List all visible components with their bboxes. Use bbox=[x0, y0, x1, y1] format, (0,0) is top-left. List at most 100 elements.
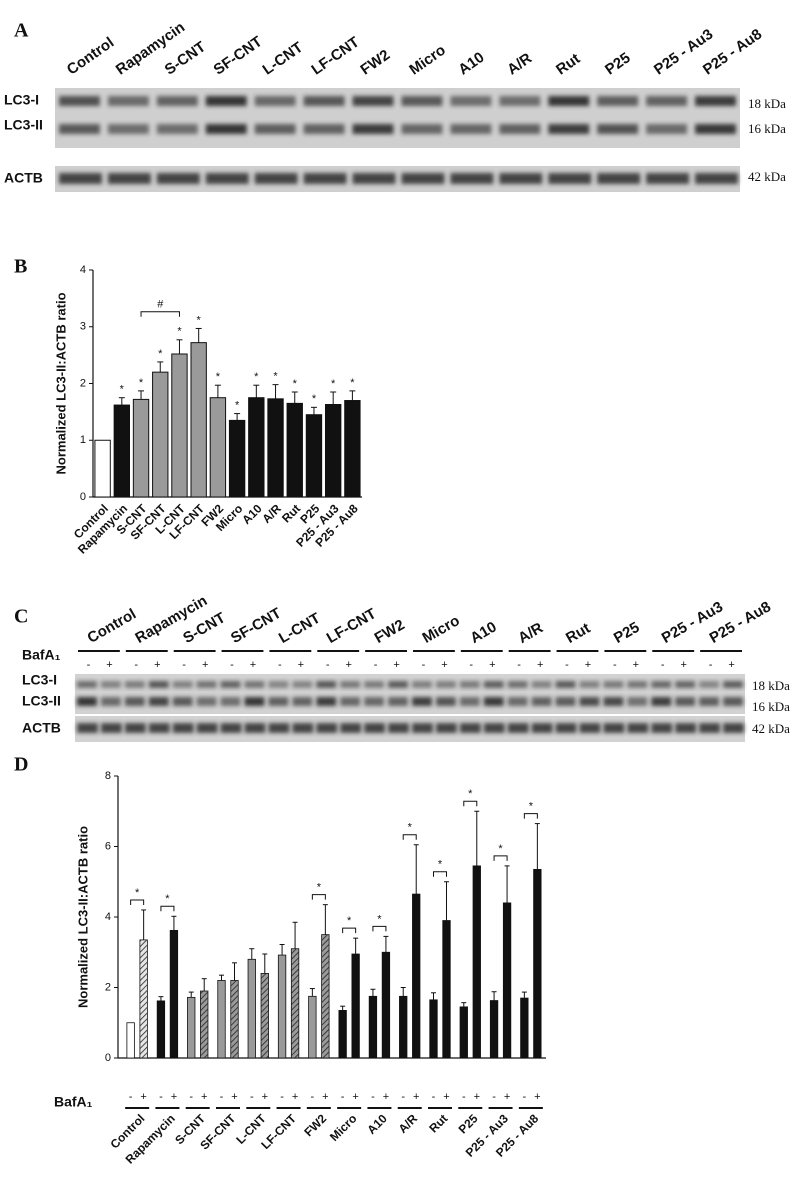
minus-label: - bbox=[371, 1091, 375, 1103]
band bbox=[646, 96, 688, 106]
y-tick-label: 1 bbox=[80, 434, 86, 446]
x-tick-label: LF-CNT bbox=[258, 1111, 299, 1152]
minus-label: - bbox=[517, 659, 521, 671]
band bbox=[124, 723, 146, 733]
band bbox=[695, 173, 738, 184]
band bbox=[579, 723, 601, 733]
x-tick-label: P25 bbox=[456, 1111, 481, 1136]
minus-label: - bbox=[341, 1091, 345, 1103]
band bbox=[303, 173, 347, 184]
y-tick-label: 6 bbox=[105, 840, 111, 852]
bracket bbox=[493, 855, 508, 861]
lane-label: FW2 bbox=[357, 46, 393, 78]
bar bbox=[94, 439, 111, 498]
band bbox=[723, 697, 743, 706]
panel-letter: A bbox=[14, 20, 29, 42]
band bbox=[646, 124, 688, 134]
band bbox=[124, 681, 145, 688]
band bbox=[435, 681, 456, 688]
size-label: 42 kDa bbox=[748, 169, 786, 184]
band bbox=[579, 697, 600, 706]
band bbox=[723, 681, 743, 688]
lane-label: L-CNT bbox=[276, 610, 323, 647]
band bbox=[100, 723, 122, 733]
panel-letter: B bbox=[14, 256, 27, 278]
band bbox=[579, 681, 600, 688]
band bbox=[627, 723, 649, 733]
band bbox=[303, 124, 345, 134]
bar bbox=[187, 996, 196, 1059]
band bbox=[196, 697, 217, 706]
minus-label: - bbox=[134, 659, 138, 671]
band bbox=[220, 723, 242, 733]
band bbox=[597, 173, 641, 184]
band bbox=[507, 723, 529, 733]
bracket-label: # bbox=[157, 299, 164, 311]
x-tick-label: Micro bbox=[327, 1111, 360, 1144]
significance-mark: * bbox=[139, 377, 144, 389]
significance-mark: * bbox=[197, 314, 202, 326]
y-tick-label: 0 bbox=[80, 491, 86, 503]
band bbox=[627, 697, 648, 706]
y-tick-label: 2 bbox=[80, 377, 86, 389]
band bbox=[268, 723, 290, 733]
bracket bbox=[402, 834, 417, 840]
x-tick-label: A10 bbox=[364, 1111, 390, 1137]
lane-label: SF-CNT bbox=[228, 605, 284, 647]
minus-label: - bbox=[326, 659, 330, 671]
band bbox=[388, 697, 408, 706]
minus-label: - bbox=[613, 659, 617, 671]
band bbox=[412, 697, 432, 706]
bar bbox=[344, 400, 361, 498]
y-tick-label: 2 bbox=[105, 981, 111, 993]
plus-label: + bbox=[393, 659, 399, 671]
lane-label: P25 bbox=[602, 49, 634, 78]
plus-label: + bbox=[140, 1091, 146, 1103]
row-label: LC3-II bbox=[4, 117, 43, 133]
lane-label: LF-CNT bbox=[324, 605, 379, 647]
band bbox=[100, 681, 121, 688]
band bbox=[388, 681, 408, 688]
lane-label: A10 bbox=[455, 49, 487, 79]
bar bbox=[381, 951, 391, 1059]
bar bbox=[171, 353, 188, 498]
significance-mark: * bbox=[347, 915, 352, 927]
lane-label: A/R bbox=[504, 50, 535, 79]
band bbox=[499, 96, 541, 106]
band bbox=[483, 681, 504, 688]
band bbox=[651, 723, 673, 733]
band bbox=[59, 96, 100, 106]
row-label: ACTB bbox=[22, 720, 61, 736]
band bbox=[205, 96, 247, 106]
minus-label: - bbox=[709, 659, 713, 671]
band bbox=[597, 96, 639, 106]
minus-label: - bbox=[311, 1091, 315, 1103]
band bbox=[352, 96, 394, 106]
bar bbox=[459, 1006, 468, 1059]
bar bbox=[209, 397, 227, 498]
band bbox=[459, 681, 480, 688]
band bbox=[401, 173, 445, 184]
blot bbox=[75, 674, 745, 714]
panel-letter: D bbox=[14, 754, 28, 776]
band bbox=[401, 96, 443, 106]
plus-label: + bbox=[489, 659, 495, 671]
band bbox=[254, 173, 298, 184]
plus-label: + bbox=[681, 659, 687, 671]
y-tick-label: 0 bbox=[105, 1052, 111, 1064]
plus-label: + bbox=[154, 659, 160, 671]
size-label: 18 kDa bbox=[748, 96, 786, 111]
significance-mark: * bbox=[331, 378, 336, 390]
band bbox=[401, 124, 443, 134]
band bbox=[244, 681, 265, 688]
band bbox=[364, 723, 386, 733]
bar bbox=[113, 404, 131, 498]
hatch bbox=[321, 934, 330, 1058]
band bbox=[675, 681, 696, 688]
bar bbox=[442, 920, 451, 1059]
bar bbox=[152, 371, 169, 498]
band bbox=[555, 723, 577, 733]
bar bbox=[520, 997, 529, 1059]
plus-label: + bbox=[298, 659, 304, 671]
band bbox=[603, 681, 624, 688]
